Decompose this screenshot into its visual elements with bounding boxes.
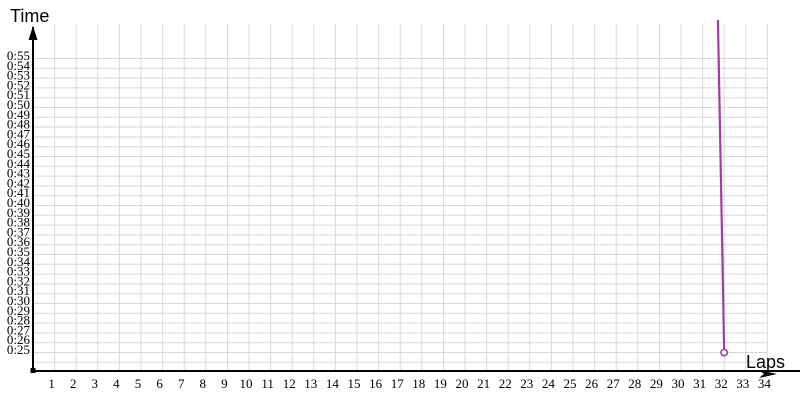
x-axis-title: Laps xyxy=(746,352,785,372)
y-tick-label: 0:25 xyxy=(7,342,30,357)
x-tick-label: 8 xyxy=(200,376,207,391)
x-tick-label: 6 xyxy=(156,376,163,391)
x-tick-label: 11 xyxy=(261,376,274,391)
axis-layer xyxy=(28,26,800,378)
y-tick-label: 0:53 xyxy=(7,68,30,83)
y-tick-label: 0:50 xyxy=(7,97,30,112)
x-tick-label: 4 xyxy=(113,376,120,391)
y-tick-label: 0:37 xyxy=(7,224,31,239)
y-tick-label: 0:45 xyxy=(7,146,30,161)
grid-layer xyxy=(33,24,768,371)
x-tick-label: 24 xyxy=(542,376,556,391)
x-tick-label: 7 xyxy=(178,376,185,391)
series-line xyxy=(716,19,726,353)
y-tick-label: 0:47 xyxy=(7,126,31,141)
y-tick-label: 0:43 xyxy=(7,166,30,181)
y-tick-label: 0:52 xyxy=(7,77,30,92)
x-tick-label: 30 xyxy=(672,376,685,391)
x-tick-label: 26 xyxy=(585,376,599,391)
data-point-marker[interactable] xyxy=(720,348,729,357)
x-tick-label: 16 xyxy=(369,376,383,391)
x-tick-label: 27 xyxy=(607,376,621,391)
tick-label-layer: 0:250:260:270:280:290:300:310:320:330:34… xyxy=(7,48,772,391)
y-tick-label: 0:38 xyxy=(7,215,30,230)
axis-origin-handle xyxy=(30,368,36,373)
x-tick-label: 21 xyxy=(477,376,490,391)
x-tick-label: 19 xyxy=(434,376,447,391)
y-tick-label: 0:35 xyxy=(7,244,30,259)
x-tick-label: 25 xyxy=(564,376,577,391)
x-tick-label: 17 xyxy=(391,376,405,391)
x-tick-label: 29 xyxy=(650,376,663,391)
x-tick-label: 28 xyxy=(628,376,641,391)
y-tick-label: 0:44 xyxy=(7,156,31,171)
y-tick-label: 0:40 xyxy=(7,195,30,210)
y-axis-title: Time xyxy=(10,6,49,26)
y-tick-label: 0:33 xyxy=(7,264,30,279)
x-tick-label: 13 xyxy=(304,376,317,391)
x-tick-label: 34 xyxy=(758,376,772,391)
x-tick-label: 32 xyxy=(715,376,728,391)
x-tick-label: 14 xyxy=(326,376,340,391)
x-tick-label: 5 xyxy=(135,376,142,391)
x-tick-label: 2 xyxy=(70,376,77,391)
y-tick-label: 0:27 xyxy=(7,322,31,337)
x-tick-label: 15 xyxy=(348,376,361,391)
y-tick-label: 0:26 xyxy=(7,332,31,347)
y-tick-label: 0:32 xyxy=(7,273,30,288)
x-tick-label: 23 xyxy=(520,376,533,391)
x-tick-label: 3 xyxy=(92,376,99,391)
y-tick-label: 0:46 xyxy=(7,136,31,151)
y-tick-label: 0:49 xyxy=(7,107,30,122)
y-tick-label: 0:55 xyxy=(7,48,30,63)
x-tick-label: 18 xyxy=(412,376,425,391)
x-axis-arrow-icon xyxy=(759,370,777,378)
x-tick-label: 33 xyxy=(736,376,749,391)
x-tick-label: 22 xyxy=(499,376,512,391)
x-tick-label: 20 xyxy=(456,376,469,391)
y-tick-label: 0:54 xyxy=(7,58,31,73)
x-tick-label: 12 xyxy=(283,376,296,391)
y-tick-label: 0:28 xyxy=(7,313,30,328)
x-tick-label: 1 xyxy=(48,376,55,391)
x-tick-label: 9 xyxy=(221,376,228,391)
y-tick-label: 0:30 xyxy=(7,293,30,308)
series-layer xyxy=(716,19,729,357)
y-tick-label: 0:42 xyxy=(7,175,30,190)
y-axis-arrow-icon xyxy=(28,26,38,40)
y-tick-label: 0:39 xyxy=(7,205,30,220)
x-tick-label: 10 xyxy=(240,376,253,391)
y-tick-label: 0:31 xyxy=(7,283,30,298)
y-tick-label: 0:36 xyxy=(7,234,31,249)
y-tick-label: 0:48 xyxy=(7,117,30,132)
y-tick-label: 0:41 xyxy=(7,185,30,200)
y-tick-label: 0:29 xyxy=(7,303,30,318)
y-tick-label: 0:51 xyxy=(7,87,30,102)
y-tick-label: 0:34 xyxy=(7,254,31,269)
x-tick-label: 31 xyxy=(693,376,706,391)
